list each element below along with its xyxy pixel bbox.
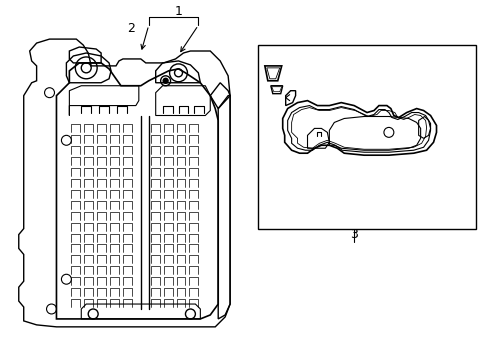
Text: 1: 1 [174,5,182,18]
Text: 3: 3 [350,228,358,241]
Bar [258,45,476,229]
Text: 2: 2 [127,22,135,35]
Circle shape [163,78,168,83]
